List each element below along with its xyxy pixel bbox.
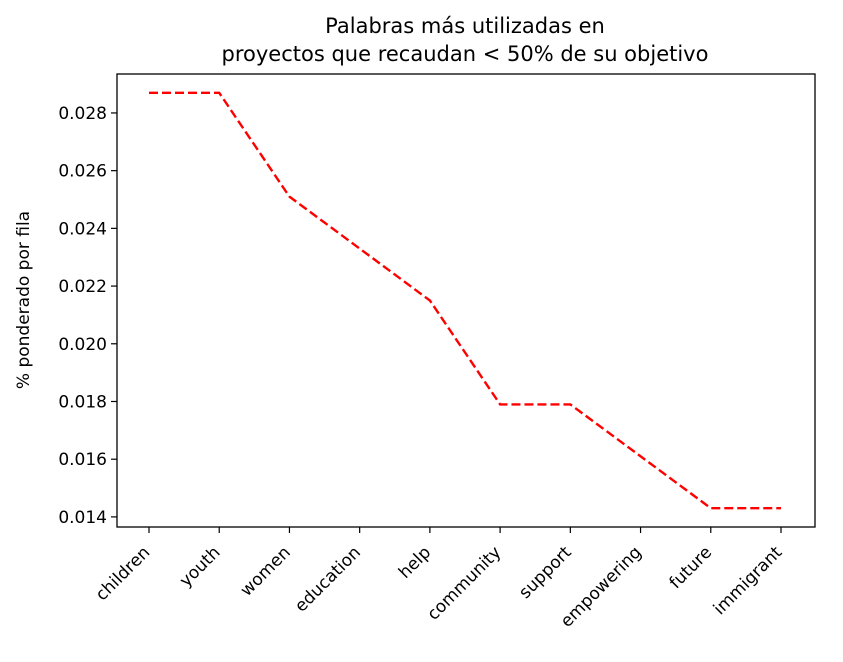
- x-tick-label: women: [237, 543, 295, 601]
- chart-title-line-1: Palabras más utilizadas en: [325, 14, 605, 38]
- x-tick-label: youth: [176, 543, 225, 592]
- series-line-group: [149, 91, 781, 510]
- y-tick-label: 0.022: [58, 277, 107, 297]
- y-axis-ticks: 0.014 0.016 0.018 0.020 0.022 0.024 0.026 0.028: [58, 104, 117, 528]
- y-tick-label: 0.016: [58, 450, 107, 470]
- y-axis-label: % ponderado por fila: [14, 211, 34, 389]
- y-tick-label: 0.024: [58, 219, 107, 239]
- chart-title-line-2: proyectos que recaudan < 50% de su objet…: [222, 42, 709, 66]
- x-tick-label: immigrant: [710, 542, 787, 619]
- y-tick-label: 0.028: [58, 104, 107, 124]
- y-tick-label: 0.014: [58, 508, 107, 528]
- x-tick-label: community: [423, 543, 505, 625]
- y-tick-label: 0.020: [58, 335, 107, 355]
- x-tick-label: help: [395, 543, 435, 583]
- x-tick-label: support: [515, 542, 576, 603]
- x-tick-label: future: [666, 543, 716, 593]
- series-line: [149, 91, 781, 510]
- chart-title: Palabras más utilizadas en proyectos que…: [222, 14, 709, 66]
- plot-frame: [116, 73, 816, 528]
- x-tick-label: education: [291, 543, 365, 617]
- x-tick-label: children: [92, 543, 154, 605]
- y-tick-label: 0.026: [58, 162, 107, 182]
- y-tick-label: 0.018: [58, 392, 107, 412]
